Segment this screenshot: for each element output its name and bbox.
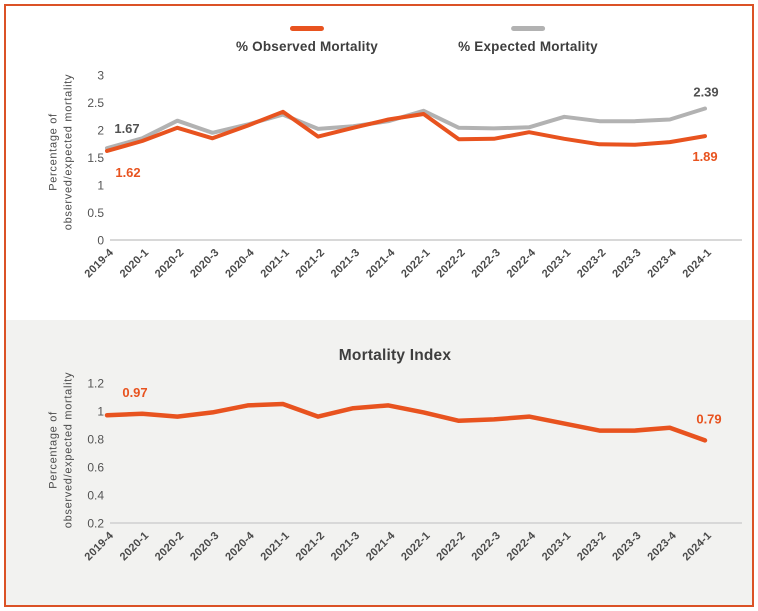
x-tick-label: 2023-3 (610, 247, 644, 281)
y-tick-label: 1.5 (87, 151, 104, 165)
x-tick-label: 2022-4 (505, 246, 539, 280)
y-tick-label: 0 (97, 234, 104, 248)
y-tick-label: 0.8 (87, 433, 104, 447)
x-tick-label: 2020-1 (118, 247, 152, 281)
x-tick-label: 2022-1 (399, 247, 433, 281)
y-tick-label: 0.4 (87, 489, 104, 503)
x-tick-label: 2020-1 (118, 530, 152, 564)
observed-legend-label: % Observed Mortality (235, 39, 379, 54)
x-tick-label: 2022-3 (470, 530, 504, 564)
y-tick-label: 0.5 (87, 206, 104, 220)
point-value-label: 1.62 (115, 165, 140, 180)
y-tick-label: 2.5 (87, 96, 104, 110)
x-tick-label: 2023-2 (575, 530, 609, 564)
x-tick-label: 2021-2 (294, 247, 328, 281)
x-tick-label: 2023-3 (610, 530, 644, 564)
x-tick-label: 2020-4 (223, 246, 257, 280)
x-tick-label: 2024-1 (681, 530, 715, 564)
x-tick-label: 2022-4 (505, 529, 539, 563)
x-tick-label: 2021-1 (258, 530, 292, 564)
y-tick-label: 1 (97, 405, 104, 419)
x-tick-label: 2022-2 (434, 247, 468, 281)
x-tick-label: 2021-1 (258, 247, 292, 281)
y-tick-label: 3 (97, 69, 104, 83)
y-tick-label: 0.2 (87, 517, 104, 531)
y-tick-label: 0.6 (87, 461, 104, 475)
legend-item-expected: % Expected Mortality (458, 26, 598, 54)
x-tick-label: 2019-4 (83, 246, 117, 280)
observed-line (105, 109, 707, 153)
observed-legend-swatch (289, 26, 324, 31)
x-tick-label: 2023-1 (540, 247, 574, 281)
x-tick-label: 2021-4 (364, 246, 398, 280)
y-tick-label: 2 (97, 124, 104, 138)
expected-legend-swatch (510, 26, 545, 31)
mortality-index-title: Mortality Index (338, 347, 452, 364)
point-value-label: 1.67 (114, 121, 139, 136)
x-tick-label: 2021-3 (329, 530, 363, 564)
expected-line (105, 106, 707, 151)
x-tick-label: 2021-2 (294, 530, 328, 564)
x-tick-label: 2024-1 (681, 247, 715, 281)
point-value-label: 0.97 (122, 385, 147, 400)
x-tick-label: 2023-4 (645, 246, 679, 280)
x-tick-label: 2020-3 (188, 530, 222, 564)
y-tick-label: 1 (97, 179, 104, 193)
x-tick-label: 2022-1 (399, 530, 433, 564)
y-tick-label: 1.2 (87, 377, 104, 391)
point-value-label: 1.89 (692, 149, 717, 164)
x-tick-label: 2020-4 (223, 529, 257, 563)
x-tick-label: 2020-3 (188, 247, 222, 281)
x-tick-label: 2021-4 (364, 529, 398, 563)
x-tick-label: 2023-2 (575, 247, 609, 281)
index-line (104, 401, 708, 443)
x-tick-label: 2022-3 (470, 247, 504, 281)
x-tick-label: 2020-2 (153, 247, 187, 281)
expected-legend-label: % Expected Mortality (458, 39, 598, 54)
legend-item-observed: % Observed Mortality (236, 26, 378, 54)
x-tick-label: 2022-2 (434, 530, 468, 564)
point-value-label: 2.39 (693, 85, 718, 100)
x-tick-label: 2019-4 (83, 529, 117, 563)
x-tick-label: 2023-1 (540, 530, 574, 564)
mortality-index-panel (6, 320, 752, 605)
x-tick-label: 2020-2 (153, 530, 187, 564)
x-tick-label: 2023-4 (645, 529, 679, 563)
x-tick-label: 2021-3 (329, 247, 363, 281)
point-value-label: 0.79 (696, 411, 721, 426)
